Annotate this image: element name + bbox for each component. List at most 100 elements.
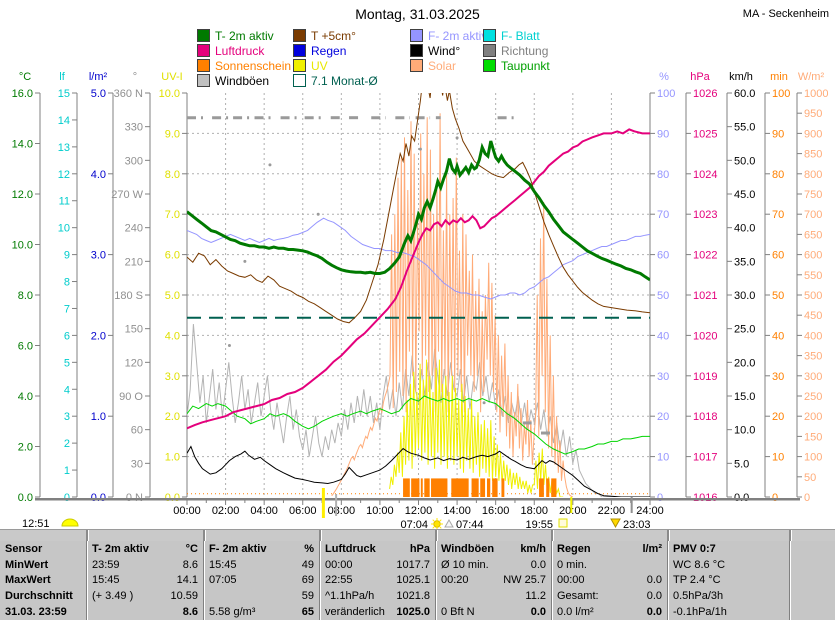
legend-label: T- 2m aktiv xyxy=(215,29,274,43)
table-row-label: MaxWert xyxy=(5,574,51,587)
legend-swatch xyxy=(410,59,423,72)
axis-tick-label: 1.0 xyxy=(91,411,106,423)
time-tick-label: 14:00 xyxy=(443,505,471,517)
series-sonnenschein xyxy=(551,478,557,497)
axis-tick-label: 13 xyxy=(58,142,70,154)
page-title: Montag, 31.03.2025 xyxy=(355,6,480,22)
legend-item-f-blatt[interactable]: F- Blatt xyxy=(483,29,540,43)
legend-label: Solar xyxy=(428,59,457,73)
table-header-cell: PMV 0:7 xyxy=(673,542,716,555)
axis-tick-label: 16.0 xyxy=(12,88,33,100)
column-divider xyxy=(86,530,89,541)
legend-item-uv[interactable]: UV xyxy=(293,59,328,73)
axis-tick-label: 70 xyxy=(772,209,784,221)
legend-swatch xyxy=(197,29,210,42)
series-sonnenschein xyxy=(451,478,469,497)
sunrise-time: 07:04 xyxy=(400,519,428,531)
axis-tick-label: 8.0 xyxy=(165,169,180,181)
column-divider xyxy=(551,530,554,541)
legend-swatch xyxy=(293,44,306,57)
axis-tick-label: 300 xyxy=(125,155,143,167)
legend-item-windb-en[interactable]: Windböen xyxy=(197,74,269,88)
series-richtung-dots xyxy=(482,401,486,405)
column-divider xyxy=(203,530,206,541)
axis-tick-label: 60 xyxy=(657,250,669,262)
axis-tick-label: 1017 xyxy=(693,452,717,464)
time-tick-label: 04:00 xyxy=(250,505,278,517)
axis-tick-label: 1025 xyxy=(693,128,717,140)
table-header-cell: Sensor xyxy=(5,542,43,555)
axis-tick-label: 14 xyxy=(58,115,70,127)
legend-item-richtung[interactable]: Richtung xyxy=(483,44,549,58)
series-t2m xyxy=(187,140,650,282)
table-cell: 5.58 g/m³ 65 xyxy=(209,606,314,619)
table-cell: 0.0 l/m² 0.0 xyxy=(557,606,662,619)
axis-tick-label: 800 xyxy=(804,169,822,181)
axis-tick-label: 850 xyxy=(804,149,822,161)
axis-tick-label: 30 xyxy=(131,458,143,470)
table-cell xyxy=(790,557,835,573)
table-column-f-2m-aktiv: F- 2m aktiv% 15:45 49 07:05 69 59 5.58 g/m³ 65 xyxy=(203,541,319,620)
moonset-time: 07:44 xyxy=(456,519,484,531)
table-cell xyxy=(790,573,835,589)
axis-tick-label: 90 xyxy=(772,128,784,140)
axis-tick-label: 1.0 xyxy=(165,452,180,464)
axis-tick-label: 10 xyxy=(58,223,70,235)
axis-tick-label: 60 xyxy=(131,425,143,437)
legend-item-wind-[interactable]: Wind° xyxy=(410,44,460,58)
series-sonnenschein xyxy=(486,478,491,497)
legend-item-t-5cm-[interactable]: T +5cm° xyxy=(293,29,356,43)
weather-chart[interactable]: 0.02.04.06.08.010.012.014.016.0°C0123456… xyxy=(0,0,835,540)
axis-tick-label: 50 xyxy=(657,290,669,302)
axis-tick-label: 10.0 xyxy=(734,425,755,437)
legend-item-luftdruck[interactable]: Luftdruck xyxy=(197,44,265,58)
axis-unit-lf: lf xyxy=(59,71,65,83)
axis-tick-label: 10.0 xyxy=(12,240,33,252)
legend-item-f-2m-aktiv[interactable]: F- 2m aktiv xyxy=(410,29,487,43)
axis-tick-label: 180 S xyxy=(114,290,143,302)
axis-tick-label: 550 xyxy=(804,270,822,282)
axis-tick-label: 50 xyxy=(772,290,784,302)
series-f2m xyxy=(187,217,650,300)
axis-tick-label: 40 xyxy=(657,330,669,342)
series-uv xyxy=(389,359,564,497)
axis-tick-label: 270 W xyxy=(111,189,143,201)
legend-item-sonnenschein[interactable]: Sonnenschein xyxy=(197,59,291,73)
legend-item-7-1-monat-[interactable]: 7.1 Monat-Ø xyxy=(293,74,378,88)
axis-tick-label: 450 xyxy=(804,310,822,322)
legend-label: Richtung xyxy=(501,44,549,58)
table-cell: 00:00 1017.7 xyxy=(325,558,430,571)
table-row-label: MinWert xyxy=(5,558,49,571)
table-header-cell: Luftdruck hPa xyxy=(325,542,430,555)
legend-item-t-2m-aktiv[interactable]: T- 2m aktiv xyxy=(197,29,274,43)
axis-tick-label: 6.0 xyxy=(165,250,180,262)
moonrise-icon xyxy=(61,518,79,527)
series-sonnenschein xyxy=(480,478,486,497)
table-cell: 15:45 49 xyxy=(209,558,314,571)
series-sonnenschein xyxy=(471,478,479,497)
axis-tick-label: 9 xyxy=(64,250,70,262)
table-cell: TP 2.4 °C xyxy=(673,574,721,587)
legend-swatch xyxy=(197,44,210,57)
axis-tick-label: 80 xyxy=(657,169,669,181)
axis-tick-label: 6.0 xyxy=(18,341,33,353)
series-sonnenschein xyxy=(403,478,410,497)
axis-tick-label: 60.0 xyxy=(734,88,755,100)
legend-swatch xyxy=(197,59,210,72)
legend-item-taupunkt[interactable]: Taupunkt xyxy=(483,59,550,73)
statistics-table: Sensor MinWert MaxWert Durchschnitt 31.03. 2… xyxy=(0,541,835,620)
axis-unit-km/h: km/h xyxy=(729,71,753,83)
legend-item-regen[interactable]: Regen xyxy=(293,44,346,58)
table-cell: 11.2 xyxy=(525,590,546,603)
axis-tick-label: 90 O xyxy=(119,391,143,403)
axis-tick-label: 900 xyxy=(804,128,822,140)
axis-tick-label: 50 xyxy=(804,472,816,484)
axis-tick-label: 40.0 xyxy=(734,223,755,235)
axis-tick-label: 90 xyxy=(657,128,669,140)
table-cell: (+ 3.49 ) 10.59 xyxy=(92,590,198,603)
legend-item-solar[interactable]: Solar xyxy=(410,59,457,73)
chart-area: 0.02.04.06.08.010.012.014.016.0°C0123456… xyxy=(0,0,835,540)
table-header-cell: Windböen km/h xyxy=(441,542,546,555)
legend-label: Luftdruck xyxy=(215,44,265,58)
